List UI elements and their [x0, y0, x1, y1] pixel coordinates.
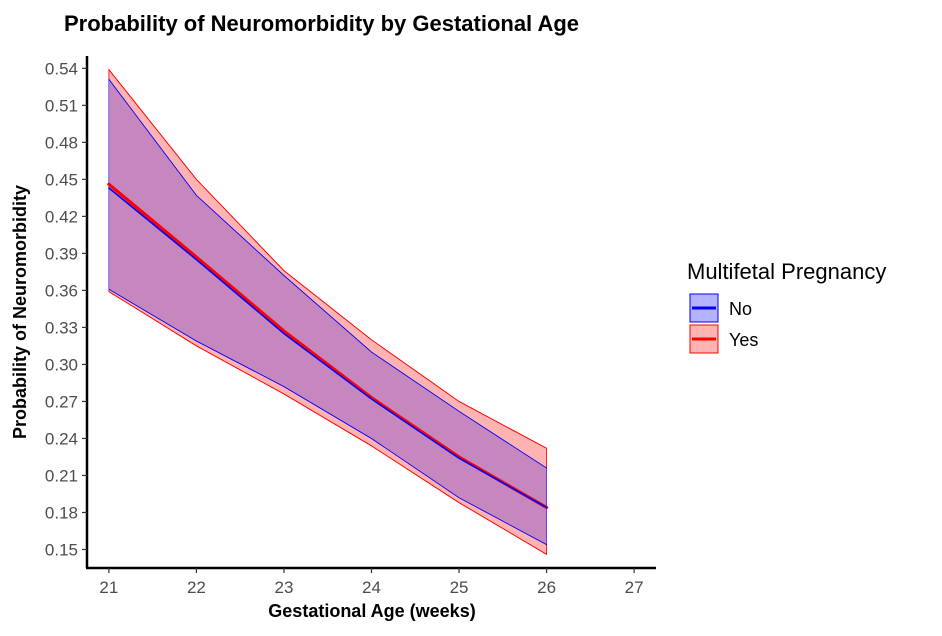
y-tick-label: 0.45	[45, 170, 78, 189]
band-lower-edge-no	[108, 288, 547, 545]
y-tick-label: 0.24	[45, 429, 78, 448]
y-axis-ticks: 0.15 0.18 0.21 0.24 0.27 0.30 0.33 0.36 0.39 0.42…	[45, 59, 87, 559]
legend: Multifetal Pregnancy No Yes	[687, 259, 886, 354]
confidence-bands	[108, 68, 547, 556]
legend-label-no: No	[729, 299, 752, 319]
y-tick-label: 0.30	[45, 355, 78, 374]
legend-title: Multifetal Pregnancy	[687, 259, 886, 284]
x-tick-label: 21	[99, 578, 118, 597]
x-tick-label: 27	[625, 578, 644, 597]
series-line-yes	[107, 182, 549, 510]
band-upper-edge-no	[108, 79, 547, 469]
series-line-no	[108, 187, 548, 509]
y-tick-label: 0.48	[45, 133, 78, 152]
y-tick-label: 0.15	[45, 540, 78, 559]
y-tick-label: 0.39	[45, 244, 78, 263]
y-tick-label: 0.33	[45, 318, 78, 337]
x-tick-label: 25	[450, 578, 469, 597]
band-lower-edge-yes	[108, 291, 547, 555]
x-tick-label: 22	[187, 578, 206, 597]
x-tick-label: 26	[537, 578, 556, 597]
y-axis-title: Probability of Neuromorbidity	[10, 185, 30, 439]
band-upper-edge-yes	[108, 69, 547, 449]
x-tick-label: 23	[275, 578, 294, 597]
y-tick-label: 0.36	[45, 281, 78, 300]
y-tick-label: 0.18	[45, 503, 78, 522]
y-tick-label: 0.51	[45, 96, 78, 115]
y-tick-label: 0.42	[45, 207, 78, 226]
y-tick-label: 0.54	[45, 59, 78, 78]
y-tick-label: 0.21	[45, 466, 78, 485]
x-axis-title: Gestational Age (weeks)	[268, 601, 475, 621]
series-lines	[107, 182, 549, 510]
y-tick-label: 0.27	[45, 392, 78, 411]
x-tick-label: 24	[362, 578, 381, 597]
x-axis-ticks: 21 22 23 24 25 26 27	[99, 568, 644, 597]
band-overlap	[108, 79, 547, 545]
legend-label-yes: Yes	[729, 330, 758, 350]
chart-title: Probability of Neuromorbidity by Gestati…	[64, 11, 579, 36]
